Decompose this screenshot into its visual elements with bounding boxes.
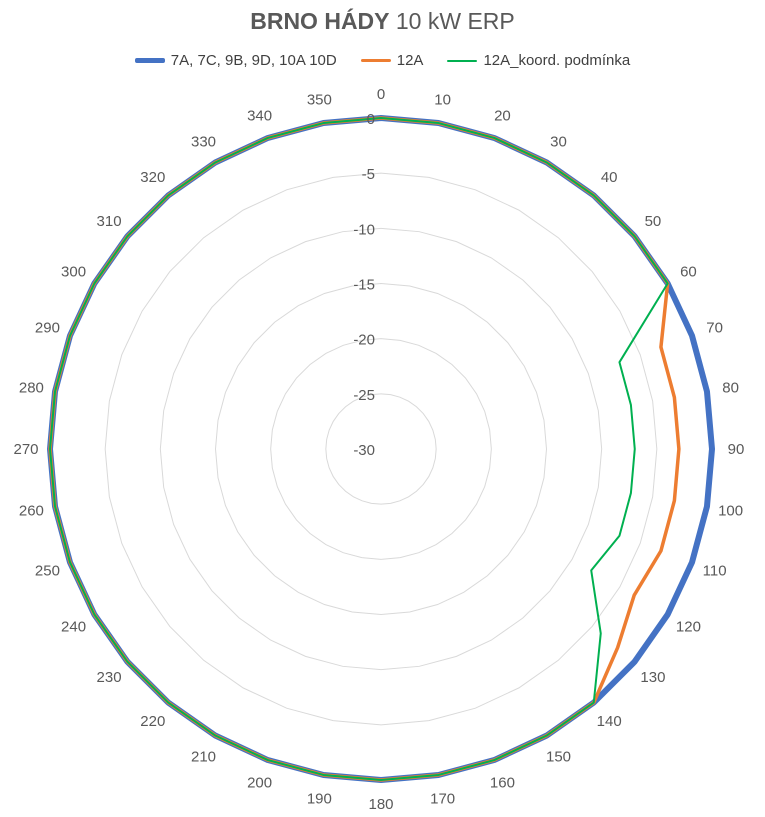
grid-ring-3 (214, 282, 548, 616)
angle-label-70: 70 (706, 320, 723, 337)
angle-label-150: 150 (546, 748, 571, 765)
angle-label-310: 310 (97, 213, 122, 230)
angle-label-130: 130 (640, 669, 665, 686)
angle-label-160: 160 (490, 775, 515, 792)
angle-label-20: 20 (494, 107, 511, 124)
angle-label-260: 260 (19, 503, 44, 520)
angle-label-100: 100 (718, 503, 743, 520)
legend-swatch-series-2 (360, 59, 391, 62)
grid-ring-1 (104, 172, 658, 726)
angle-label-110: 110 (703, 562, 727, 579)
angle-label-80: 80 (722, 379, 739, 396)
angle-label-170: 170 (430, 791, 455, 808)
legend-item-series-1[interactable]: 7A, 7C, 9B, 9D, 10A 10D (134, 52, 337, 69)
angle-label-180: 180 (368, 796, 393, 813)
angle-label-340: 340 (247, 107, 272, 124)
grid-ring-5 (325, 393, 437, 505)
legend-label-series-1: 7A, 7C, 9B, 9D, 10A 10D (170, 52, 337, 69)
angle-label-40: 40 (601, 169, 618, 186)
series-line-1 (47, 115, 715, 783)
radial-tick-label-6: -30 (353, 442, 375, 459)
angle-label-280: 280 (19, 379, 44, 396)
grid-ring-2 (159, 227, 603, 671)
angle-label-240: 240 (61, 619, 86, 636)
angle-label-140: 140 (597, 713, 622, 730)
legend-label-series-3: 12A_koord. podmínka (483, 52, 631, 69)
grid-ring-4 (270, 338, 492, 560)
angle-label-200: 200 (247, 775, 272, 792)
angle-label-330: 330 (191, 134, 216, 151)
angle-label-300: 300 (61, 264, 86, 281)
angle-label-320: 320 (140, 169, 165, 186)
legend-label-series-2: 12A (396, 52, 424, 69)
radial-tick-label-3: -15 (353, 277, 375, 294)
series-line-3 (49, 117, 669, 781)
angle-label-10: 10 (434, 91, 451, 108)
chart-title-rest: 10 kW ERP (389, 8, 515, 34)
legend-swatch-series-1 (134, 58, 165, 63)
angle-label-290: 290 (35, 320, 60, 337)
legend-item-series-3[interactable]: 12A_koord. podmínka (447, 52, 630, 69)
chart-title-bold: BRNO HÁDY (250, 8, 390, 34)
chart-title: BRNO HÁDY 10 kW ERP (0, 8, 765, 35)
radial-tick-label-4: -20 (353, 332, 375, 349)
legend-item-series-2[interactable]: 12A (360, 52, 424, 69)
angle-label-220: 220 (140, 713, 165, 730)
radial-tick-label-5: -25 (353, 387, 375, 404)
angle-label-250: 250 (35, 562, 60, 579)
angle-label-210: 210 (191, 748, 216, 765)
radial-tick-label-1: -5 (362, 166, 375, 183)
angle-label-0: 0 (377, 86, 385, 103)
angle-label-230: 230 (97, 669, 122, 686)
angle-label-90: 90 (728, 441, 745, 458)
angle-label-60: 60 (680, 264, 697, 281)
angle-label-120: 120 (676, 619, 701, 636)
radial-tick-label-2: -10 (353, 221, 375, 238)
angle-label-350: 350 (307, 91, 332, 108)
radial-tick-label-0: 0 (367, 111, 375, 128)
angle-label-190: 190 (307, 791, 332, 808)
angle-label-270: 270 (13, 441, 38, 458)
angle-label-50: 50 (645, 213, 662, 230)
legend-swatch-series-3 (447, 59, 478, 62)
angle-label-30: 30 (550, 134, 567, 151)
legend: 7A, 7C, 9B, 9D, 10A 10D 12A 12A_koord. p… (0, 52, 765, 69)
